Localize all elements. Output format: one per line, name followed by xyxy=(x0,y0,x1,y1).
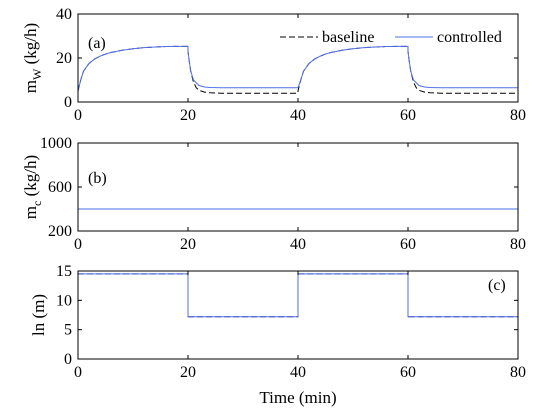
panel-a-axes-box xyxy=(77,13,519,103)
panel-a-ylabel-sub: W xyxy=(30,68,44,80)
panel-a-ytick-label: 20 xyxy=(56,50,72,67)
panel-b: 0 20 40 60 80 200 600 1000 (b) mc (kg/h) xyxy=(21,135,526,253)
panel-a-series-baseline xyxy=(78,45,518,94)
panel-c-series-line-1 xyxy=(78,273,518,318)
panel-a-xtick-label: 80 xyxy=(510,107,526,124)
panel-b-ytick-label: 600 xyxy=(48,179,72,196)
panel-c-ytick-label: 5 xyxy=(64,322,72,339)
panel-b-ylabel-main: m xyxy=(21,206,40,219)
panel-a-xtick-label: 20 xyxy=(180,107,196,124)
panel-a-ylabel: mW (kg/h) xyxy=(21,23,44,93)
panel-b-ylabel-unit: (kg/h) xyxy=(21,155,40,201)
panel-c-xtick-label: 60 xyxy=(400,364,416,381)
panel-b-xtick-label: 20 xyxy=(180,236,196,253)
panel-c-xtick-label: 80 xyxy=(510,364,526,381)
panel-b-xtick-label: 0 xyxy=(74,236,82,253)
legend-label-baseline: baseline xyxy=(322,29,374,46)
panel-a-xtick-label: 40 xyxy=(290,107,306,124)
panel-c: 0 20 40 60 80 0 5 10 15 (c) ln (m) Time (min) xyxy=(29,263,526,407)
panel-c-ytick-label: 15 xyxy=(56,263,72,280)
panel-b-xtick-label: 60 xyxy=(400,236,416,253)
panel-c-xtick-label: 40 xyxy=(290,364,306,381)
panel-a-ylabel-main: m xyxy=(21,80,40,93)
panel-b-ytick-label: 200 xyxy=(48,223,72,240)
panel-c-ytick-label: 10 xyxy=(56,292,72,309)
panel-b-xtick-label: 80 xyxy=(510,236,526,253)
panel-a-ytick-label: 0 xyxy=(64,94,72,111)
panel-b-xtick-label: 40 xyxy=(290,236,306,253)
x-axis-label: Time (min) xyxy=(259,388,336,407)
panel-c-ytick-label: 0 xyxy=(64,351,72,368)
panel-a-xtick-label: 60 xyxy=(400,107,416,124)
legend: baseline controlled xyxy=(280,29,502,46)
panel-a: 0 20 40 60 80 0 20 40 (a) mW (kg/h) baseline contro… xyxy=(21,6,526,124)
panel-b-axes-box xyxy=(77,142,519,232)
panel-b-label: (b) xyxy=(88,170,107,187)
panel-a-xtick-label: 0 xyxy=(74,107,82,124)
panel-b-ytick-label: 1000 xyxy=(40,135,72,152)
legend-label-controlled: controlled xyxy=(437,29,502,46)
panel-c-label: (c) xyxy=(488,277,506,294)
panel-a-ylabel-unit: (kg/h) xyxy=(21,23,40,69)
panel-c-xtick-label: 20 xyxy=(180,364,196,381)
panel-c-xtick-label: 0 xyxy=(74,364,82,381)
panel-b-ylabel: mc (kg/h) xyxy=(21,155,44,219)
panel-a-ytick-label: 40 xyxy=(56,6,72,23)
panel-b-ylabel-sub: c xyxy=(30,201,44,206)
panel-a-label: (a) xyxy=(88,35,106,52)
panel-c-ylabel: ln (m) xyxy=(29,294,48,336)
panel-a-series-controlled xyxy=(78,45,518,92)
